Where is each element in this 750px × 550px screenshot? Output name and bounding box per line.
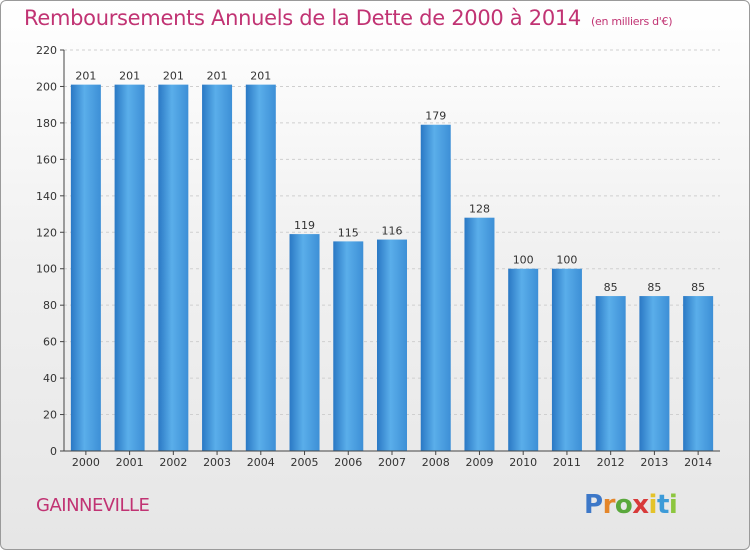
- x-tick-label-2006: 2006: [334, 456, 362, 469]
- x-tick-label-2002: 2002: [159, 456, 187, 469]
- x-tick-label-2001: 2001: [116, 456, 144, 469]
- bar-2003: [202, 84, 233, 451]
- bar-2010: [508, 268, 539, 451]
- x-tick-label-2003: 2003: [203, 456, 231, 469]
- value-label-2001: 201: [119, 70, 140, 83]
- bar-2005: [289, 234, 320, 451]
- value-label-2003: 201: [207, 70, 228, 83]
- y-tick-label: 20: [43, 409, 57, 422]
- logo-letter: x: [632, 490, 649, 520]
- bar-2013: [639, 296, 670, 451]
- labels: 0 20 40 60 80 100 120 140 160 180 200 220 201 2000 201…: [36, 44, 712, 469]
- y-tick-label: 140: [36, 190, 57, 203]
- bar-2011: [551, 268, 582, 451]
- x-tick-label-2012: 2012: [597, 456, 625, 469]
- y-tick-label: 0: [50, 445, 57, 458]
- y-tick-label: 60: [43, 336, 57, 349]
- x-tick-label-2010: 2010: [509, 456, 537, 469]
- value-label-2011: 100: [556, 254, 577, 267]
- value-label-2000: 201: [75, 70, 96, 83]
- value-label-2005: 119: [294, 219, 315, 232]
- x-tick-label-2005: 2005: [291, 456, 319, 469]
- x-tick-label-2007: 2007: [378, 456, 406, 469]
- x-tick-label-2000: 2000: [72, 456, 100, 469]
- bar-2009: [464, 217, 495, 451]
- logo-letter: t: [656, 490, 669, 520]
- x-tick-label-2011: 2011: [553, 456, 581, 469]
- bar-2014: [683, 296, 714, 451]
- value-label-2008: 179: [425, 110, 446, 123]
- x-tick-label-2009: 2009: [465, 456, 493, 469]
- value-label-2010: 100: [513, 254, 534, 267]
- x-tick-label-2013: 2013: [640, 456, 668, 469]
- y-tick-label: 160: [36, 153, 57, 166]
- y-tick-label: 40: [43, 372, 57, 385]
- y-tick-label: 120: [36, 226, 57, 239]
- x-tick-label-2008: 2008: [422, 456, 450, 469]
- commune-name: GAINNEVILLE: [36, 495, 150, 516]
- value-label-2007: 116: [382, 225, 403, 238]
- value-label-2009: 128: [469, 203, 490, 216]
- value-label-2014: 85: [691, 281, 705, 294]
- unit-label: (en milliers d'€): [591, 15, 673, 28]
- y-tick-label: 100: [36, 263, 57, 276]
- logo-letter: i: [668, 490, 678, 520]
- axes: [60, 49, 720, 455]
- bars: [70, 84, 714, 452]
- chart-title: Remboursements Annuels de la Dette de 20…: [24, 6, 672, 30]
- x-tick-label-2004: 2004: [247, 456, 275, 469]
- y-tick-label: 180: [36, 117, 57, 130]
- y-tick-label: 80: [43, 299, 57, 312]
- logo-letter: o: [614, 490, 633, 520]
- logo-letter: r: [602, 490, 616, 520]
- bar-2002: [158, 84, 189, 451]
- value-label-2002: 201: [163, 70, 184, 83]
- logo-letter: i: [648, 490, 658, 520]
- y-tick-label: 200: [36, 80, 57, 93]
- bar-2008: [420, 124, 451, 452]
- bar-2007: [377, 239, 407, 451]
- value-label-2004: 201: [250, 70, 271, 83]
- y-tick-label: 220: [36, 44, 57, 57]
- title-text: Remboursements Annuels de la Dette de 20…: [24, 6, 581, 30]
- x-tick-label-2014: 2014: [684, 456, 712, 469]
- bar-2012: [595, 296, 626, 451]
- bar-2006: [333, 241, 364, 451]
- proxiti-logo: Proxiti: [584, 490, 678, 520]
- logo-letter: P: [584, 490, 603, 520]
- bar-2001: [114, 84, 145, 451]
- bar-2004: [245, 84, 276, 451]
- bar-2000: [70, 84, 101, 451]
- value-label-2006: 115: [338, 226, 359, 239]
- value-label-2012: 85: [604, 281, 618, 294]
- value-label-2013: 85: [647, 281, 661, 294]
